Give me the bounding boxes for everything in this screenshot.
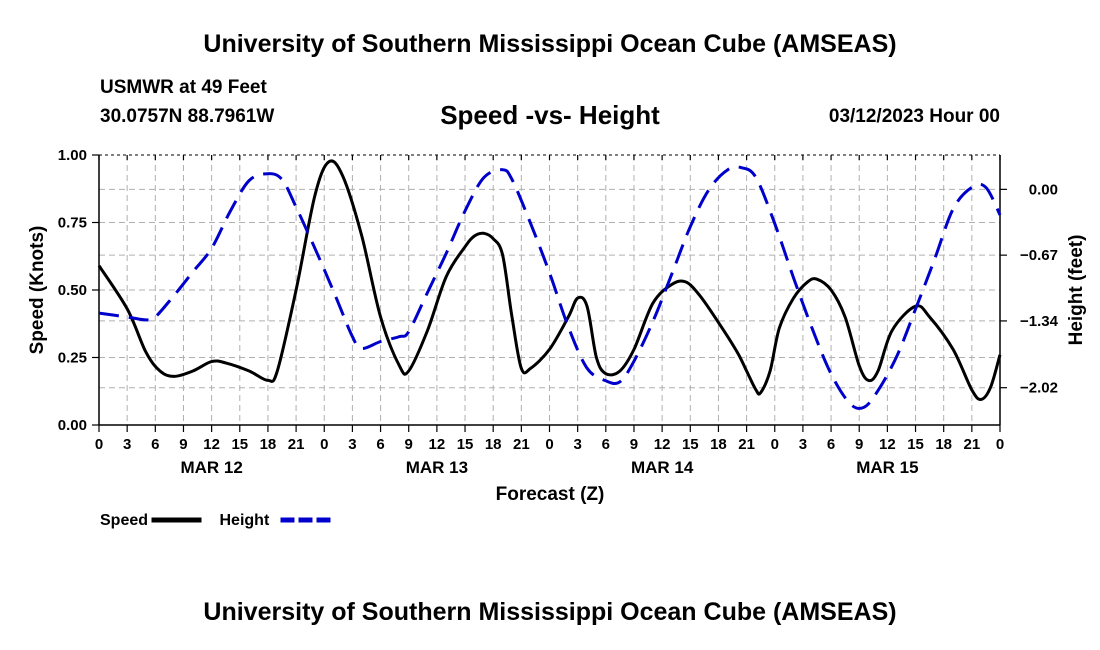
y-axis-title: Speed (Knots)	[27, 226, 48, 355]
x-day-label: MAR 15	[856, 458, 918, 477]
chart-subtitle: Speed -vs- Height	[440, 100, 660, 130]
x-tick-label: 9	[630, 436, 638, 453]
series-line-speed	[97, 159, 1002, 401]
x-day-label: MAR 14	[631, 458, 694, 477]
legend-label-height: Height	[220, 512, 270, 529]
x-tick-label: 15	[231, 436, 248, 453]
legend-label-speed: Speed	[100, 512, 148, 529]
y-tick-label: 1.00	[58, 147, 87, 164]
x-axis-title: Forecast (Z)	[496, 484, 605, 505]
x-tick-label: 6	[376, 436, 384, 453]
x-day-label: MAR 13	[406, 458, 468, 477]
x-tick-label: 12	[654, 436, 671, 453]
y-tick-label: 0.50	[58, 282, 87, 299]
main-title: University of Southern Mississippi Ocean…	[203, 30, 897, 58]
x-tick-label: 15	[682, 436, 699, 453]
x-tick-label: 3	[348, 436, 356, 453]
x-day-label: MAR 12	[180, 458, 242, 477]
y-tick-label: 0.75	[58, 215, 87, 232]
x-tick-label: 15	[457, 436, 474, 453]
y2-tick-label: 0.00	[1029, 181, 1058, 198]
station-coordinates: 30.0757N 88.7961W	[100, 106, 275, 127]
x-tick-label: 0	[545, 436, 553, 453]
x-tick-label: 21	[738, 436, 755, 453]
x-tick-label: 6	[602, 436, 610, 453]
x-tick-label: 21	[964, 436, 981, 453]
y2-tick-label: −1.34	[1020, 313, 1059, 330]
x-tick-label: 18	[710, 436, 727, 453]
x-tick-label: 6	[151, 436, 159, 453]
y2-tick-label: −2.02	[1020, 380, 1058, 397]
x-tick-label: 21	[513, 436, 530, 453]
x-tick-label: 9	[855, 436, 863, 453]
y2-axis-title: Height (feet)	[1066, 235, 1087, 346]
x-tick-label: 0	[320, 436, 328, 453]
x-tick-label: 6	[827, 436, 835, 453]
x-tick-label: 18	[935, 436, 952, 453]
x-tick-label: 9	[405, 436, 413, 453]
x-tick-label: 0	[996, 436, 1004, 453]
x-tick-label: 0	[771, 436, 779, 453]
x-tick-label: 12	[879, 436, 896, 453]
x-tick-label: 15	[907, 436, 924, 453]
x-tick-label: 21	[288, 436, 305, 453]
series-line-height	[98, 165, 1002, 411]
y2-tick-label: −0.67	[1020, 247, 1058, 264]
y-tick-label: 0.25	[58, 350, 87, 367]
x-tick-label: 12	[203, 436, 220, 453]
x-tick-label: 3	[123, 436, 131, 453]
x-tick-label: 9	[179, 436, 187, 453]
x-tick-label: 3	[799, 436, 807, 453]
station-label: USMWR at 49 Feet	[100, 77, 267, 98]
footer-title: University of Southern Mississippi Ocean…	[203, 598, 897, 626]
x-tick-label: 12	[429, 436, 446, 453]
x-tick-label: 3	[573, 436, 581, 453]
x-tick-label: 0	[95, 436, 103, 453]
x-tick-label: 18	[260, 436, 277, 453]
y-tick-label: 0.00	[58, 417, 87, 434]
x-tick-label: 18	[485, 436, 502, 453]
forecast-datetime: 03/12/2023 Hour 00	[828, 106, 1000, 127]
